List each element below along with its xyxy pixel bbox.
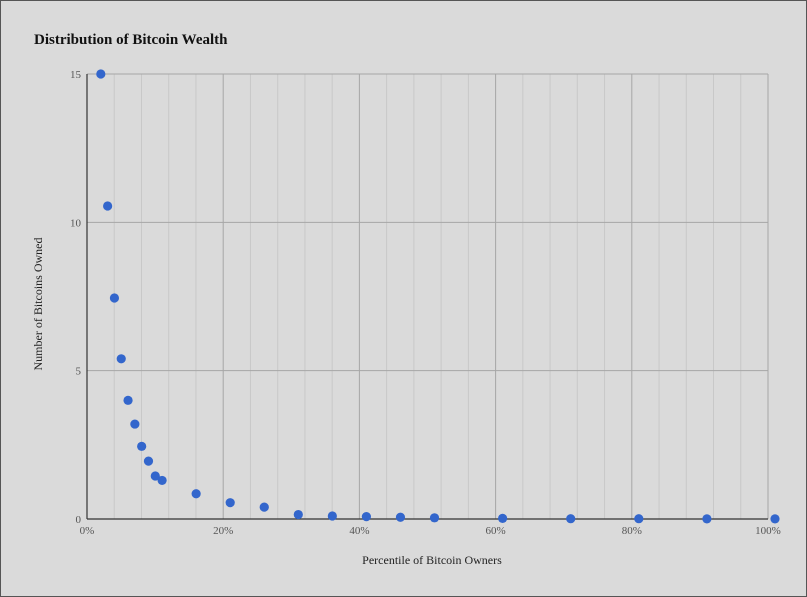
y-axis-label: Number of Bitcoins Owned (31, 238, 45, 371)
major-gridlines (87, 73, 769, 519)
data-point (191, 489, 201, 499)
data-point (361, 512, 371, 522)
data-point (157, 475, 167, 486)
data-point (702, 514, 712, 524)
x-tick-label: 60% (486, 525, 506, 537)
data-point (395, 512, 406, 522)
chart-title: Distribution of Bitcoin Wealth (34, 32, 228, 48)
data-point (109, 293, 120, 303)
data-point (137, 441, 147, 451)
data-point (123, 395, 133, 405)
data-point (116, 354, 126, 364)
x-tick-label: 100% (755, 525, 781, 537)
y-tick-label: 5 (76, 366, 82, 378)
y-tick-label: 15 (70, 69, 82, 81)
data-point (293, 509, 303, 520)
x-tick-label: 0% (80, 525, 95, 537)
data-point (327, 511, 337, 521)
data-point (103, 201, 113, 211)
data-point (498, 513, 508, 524)
data-point (130, 419, 140, 429)
axes (86, 74, 768, 520)
data-point (225, 498, 235, 508)
x-tick-label: 40% (349, 525, 369, 537)
data-point (770, 514, 780, 524)
data-point (150, 471, 160, 481)
x-tick-label: 20% (213, 525, 233, 537)
tick-labels: 0% 20% 40% 60% 80% 100% 0 5 10 15 (70, 69, 781, 537)
y-tick-label: 10 (70, 217, 82, 229)
x-tick-label: 80% (622, 525, 642, 537)
data-point (143, 456, 154, 466)
data-point (259, 502, 269, 512)
x-axis-label: Percentile of Bitcoin Owners (362, 553, 502, 567)
data-point (634, 514, 644, 524)
data-point (566, 514, 576, 524)
minor-gridlines (113, 74, 742, 519)
y-tick-label: 0 (76, 514, 82, 526)
data-points (96, 69, 780, 524)
data-point (429, 513, 440, 523)
data-point (96, 69, 106, 79)
